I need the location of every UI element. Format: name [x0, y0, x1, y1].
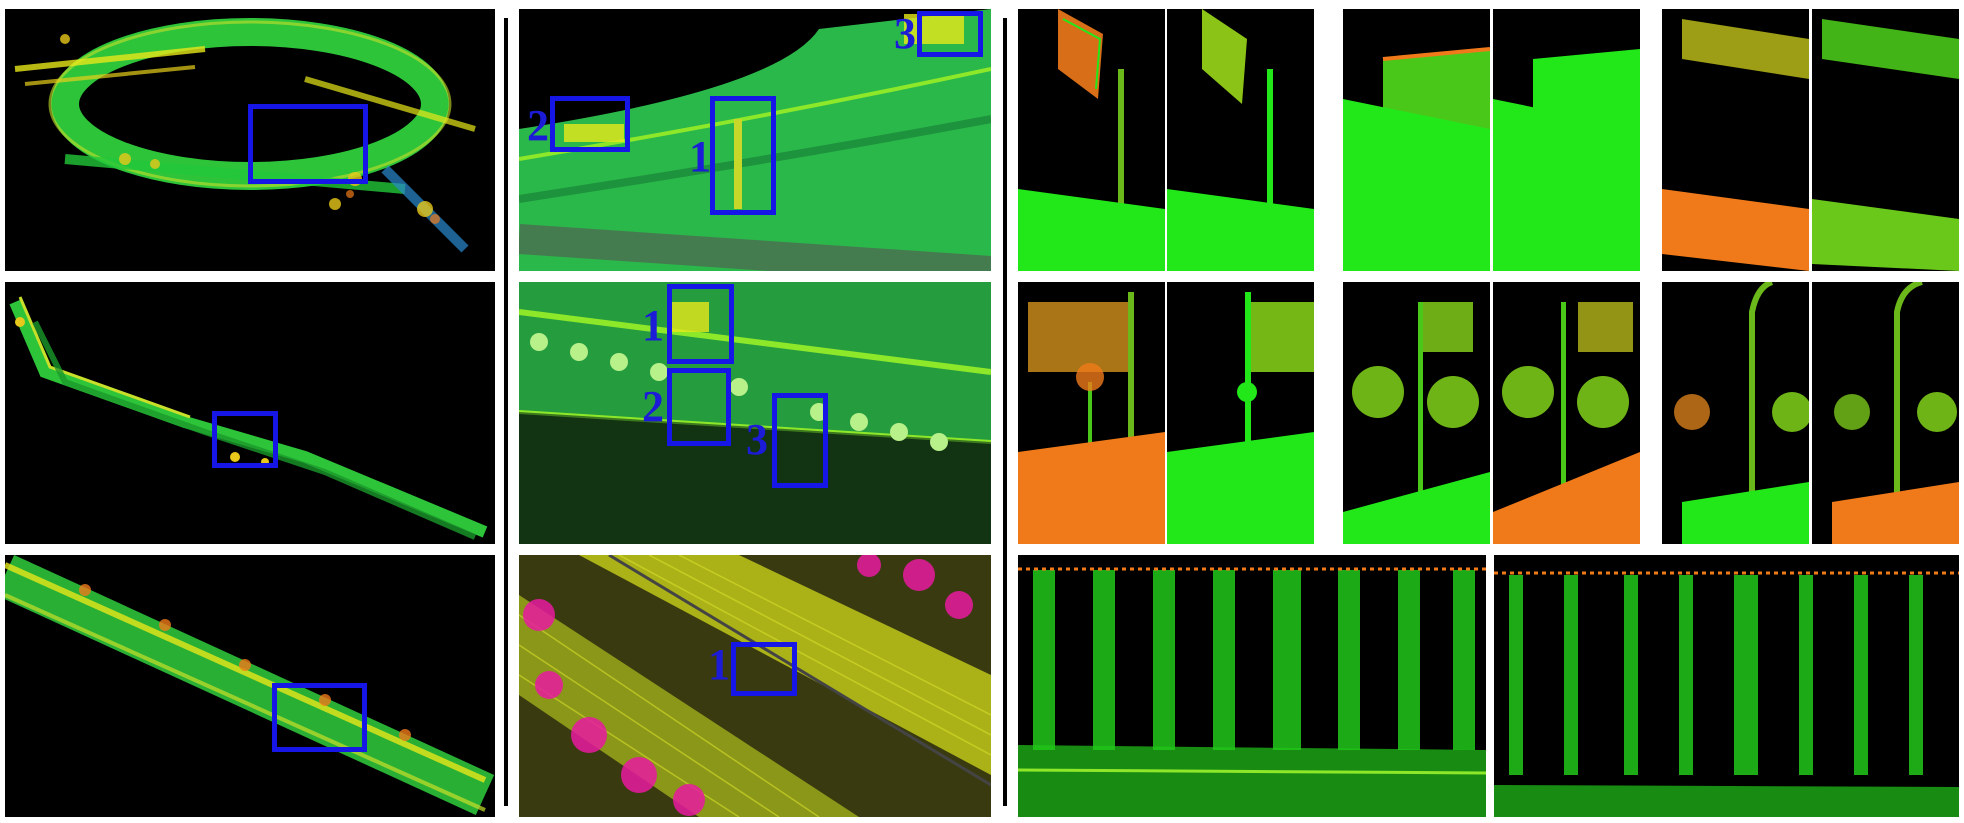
- highlight-box-zoom-top-1: [710, 96, 776, 215]
- highlight-box-zoom-mid-2: [667, 368, 731, 446]
- zoom-mid-label-1: 1: [642, 301, 664, 350]
- detail-r1-barrier-right: [1493, 9, 1640, 271]
- detail-r3-colonnade-left: [1018, 555, 1486, 817]
- detail-r2-lamp-left: [1662, 282, 1809, 544]
- detail-r1-sign-right: [1167, 9, 1314, 271]
- detail-r1-sign-left: [1018, 9, 1165, 271]
- detail-r1-gantry-right: [1812, 9, 1959, 271]
- detail-r2-sign-tree-right: [1167, 282, 1314, 544]
- highway-point-cloud: [9, 296, 488, 540]
- zoom-bottom-label-1: 1: [708, 640, 730, 689]
- detail-r1-barrier-left: [1343, 9, 1490, 271]
- zoom-top-label-2: 2: [527, 101, 549, 150]
- highlight-box-boulevard: [272, 683, 367, 752]
- highlight-box-zoom-top-3: [917, 11, 983, 57]
- detail-r2-tree-right: [1493, 282, 1640, 544]
- highlight-box-zoom-top-2: [550, 96, 630, 152]
- zoom-bottom-point-cloud: [519, 555, 991, 817]
- zoom-top-point-cloud: [519, 9, 991, 271]
- boulevard-point-cloud: [5, 555, 495, 815]
- detail-r1-gantry-left: [1662, 9, 1809, 271]
- highlight-box-zoom-mid-3: [772, 393, 828, 488]
- overview-panel-roundabout: [5, 9, 495, 271]
- highlight-box-highway: [212, 411, 278, 468]
- column-divider-right: [1003, 18, 1007, 806]
- detail-r2-lamp-right: [1812, 282, 1959, 544]
- detail-r2-sign-tree-left: [1018, 282, 1165, 544]
- zoom-mid-point-cloud: [519, 282, 991, 544]
- zoom-top-label-1: 1: [689, 132, 711, 181]
- zoom-mid-label-2: 2: [642, 382, 664, 431]
- highlight-box-zoom-bottom-1: [731, 642, 797, 696]
- column-divider-left: [504, 18, 508, 806]
- zoom-top-label-3: 3: [894, 9, 916, 58]
- zoom-panel-top: [519, 9, 991, 271]
- zoom-mid-label-3: 3: [746, 415, 768, 464]
- detail-r3-colonnade-right: [1494, 555, 1959, 817]
- highlight-box-zoom-mid-1: [667, 284, 734, 364]
- zoom-panel-bottom: [519, 555, 991, 817]
- detail-r2-tree-left: [1343, 282, 1490, 544]
- overview-panel-boulevard: [5, 555, 495, 817]
- highlight-box-roundabout: [248, 104, 368, 184]
- zoom-panel-middle: [519, 282, 991, 544]
